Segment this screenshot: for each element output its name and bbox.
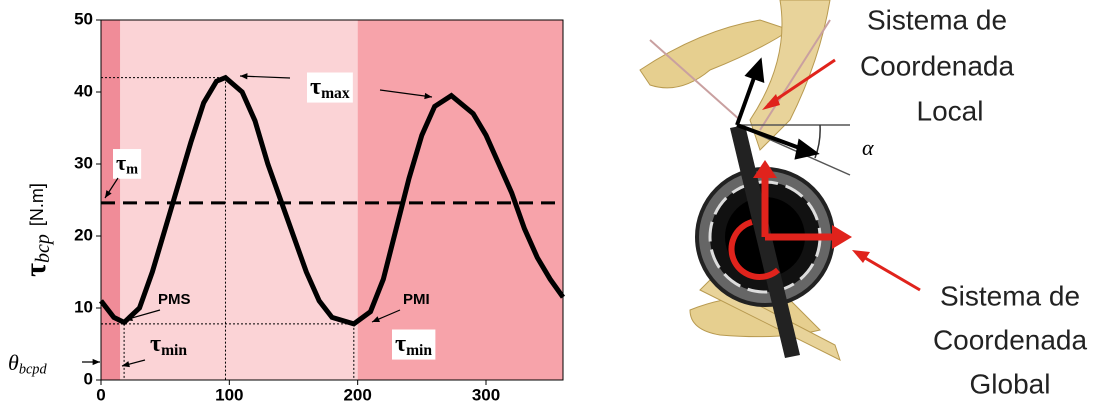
y-axis-label: τbcp [N.m] <box>19 183 54 277</box>
diagram: α Sistema de Coordenada Local Sistema de… <box>639 0 1088 399</box>
arrow-head <box>240 73 248 80</box>
arrow-head <box>92 358 100 366</box>
x-tick-label: 0 <box>96 385 105 404</box>
annotation: τmin <box>395 331 432 359</box>
x-tick-label: 100 <box>215 385 243 404</box>
angle-arc <box>814 124 821 159</box>
annotation-sub: bcpd <box>19 362 48 378</box>
label-line: Global <box>970 368 1051 399</box>
label-arrows <box>762 58 921 292</box>
global-label: Sistema de Coordenada Global <box>933 280 1088 399</box>
annotation-symbol: PMI <box>403 291 430 308</box>
arrow-head <box>424 92 432 100</box>
y-tick-label: 0 <box>84 369 93 388</box>
annotation-arrow <box>379 89 433 98</box>
band <box>101 20 121 380</box>
annotation-symbol: τ <box>310 74 321 100</box>
local-axes <box>735 57 820 160</box>
annotation: τmin <box>150 331 187 359</box>
annotation-arrow <box>239 75 291 79</box>
label-line: Coordenada <box>860 50 1015 81</box>
y-tick-label: 50 <box>74 9 93 28</box>
arrow-head <box>105 190 112 198</box>
arrow-head <box>122 361 130 368</box>
bone <box>639 19 792 89</box>
annotation-sub: min <box>161 342 187 359</box>
y-tick-label: 30 <box>74 153 93 172</box>
annotation-box <box>307 72 353 103</box>
local-label: Sistema de Coordenada Local <box>860 4 1015 126</box>
arrow-head <box>125 314 133 321</box>
y-tick-label: 20 <box>74 225 93 244</box>
y-tick-label: 40 <box>74 81 93 100</box>
annotation-symbol: PMS <box>158 291 191 308</box>
y-label-sub: bcp <box>32 234 54 263</box>
annotation: θbcpd <box>8 350 47 378</box>
global-axes <box>728 160 852 280</box>
band <box>357 20 563 380</box>
angle-label: α <box>862 135 874 160</box>
tendon <box>759 19 831 131</box>
annotation-sub: min <box>406 342 432 359</box>
label-line: Coordenada <box>933 324 1088 355</box>
annotation-symbol: τ <box>150 331 161 357</box>
annotation-symbol: τ <box>116 150 126 175</box>
crank-arm <box>730 125 800 358</box>
annotation: PMI <box>403 291 430 308</box>
y-label-unit: [N.m] <box>27 183 47 226</box>
annotation: PMS <box>158 291 191 308</box>
arrow-head <box>372 316 380 322</box>
label-line: Local <box>917 95 984 126</box>
annotation-box <box>392 329 436 360</box>
annotation-box <box>113 149 142 179</box>
annotation: τm <box>116 150 138 178</box>
x-tick-label: 300 <box>472 385 500 404</box>
tendon <box>649 39 741 121</box>
plot-frame <box>100 19 564 381</box>
y-label-symbol: τ <box>19 263 52 277</box>
annotation-symbol: θ <box>8 350 19 375</box>
annotation-symbol: τ <box>395 331 406 357</box>
annotation: τmax <box>310 74 350 102</box>
annotation-sub: m <box>126 162 138 178</box>
x-tick-label: 200 <box>343 385 371 404</box>
label-line: Sistema de <box>940 280 1080 311</box>
annotation-sub: max <box>321 85 350 102</box>
label-line: Sistema de <box>867 4 1007 35</box>
y-tick-label: 10 <box>74 297 93 316</box>
data-line <box>99 74 566 327</box>
